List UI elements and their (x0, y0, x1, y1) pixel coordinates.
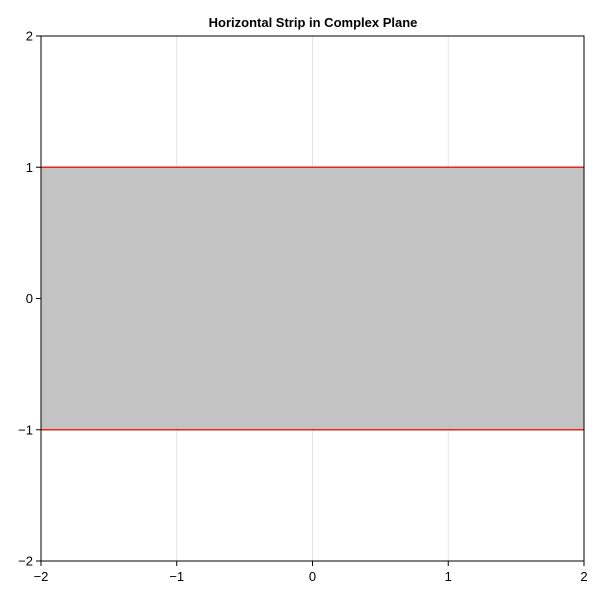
x-tick-label-1: −1 (169, 569, 184, 584)
y-tick-label-3: 1 (26, 160, 33, 175)
strip-fill (41, 167, 584, 430)
y-tick-label-1: −1 (18, 422, 33, 437)
chart-title: Horizontal Strip in Complex Plane (209, 15, 418, 30)
x-tick-label-3: 1 (445, 569, 452, 584)
x-tick-label-4: 2 (580, 569, 587, 584)
x-tick-label-0: −2 (34, 569, 49, 584)
strip-region (41, 167, 584, 430)
y-tick-label-2: 0 (26, 291, 33, 306)
y-tick-label-4: 2 (26, 29, 33, 44)
x-tick-label-2: 0 (309, 569, 316, 584)
axis-ticks (36, 35, 585, 566)
tick-labels: −2 −1 0 1 2 −2 −1 0 1 2 (18, 29, 587, 585)
y-tick-label-0: −2 (18, 554, 33, 569)
boundary-lines (41, 166, 584, 431)
